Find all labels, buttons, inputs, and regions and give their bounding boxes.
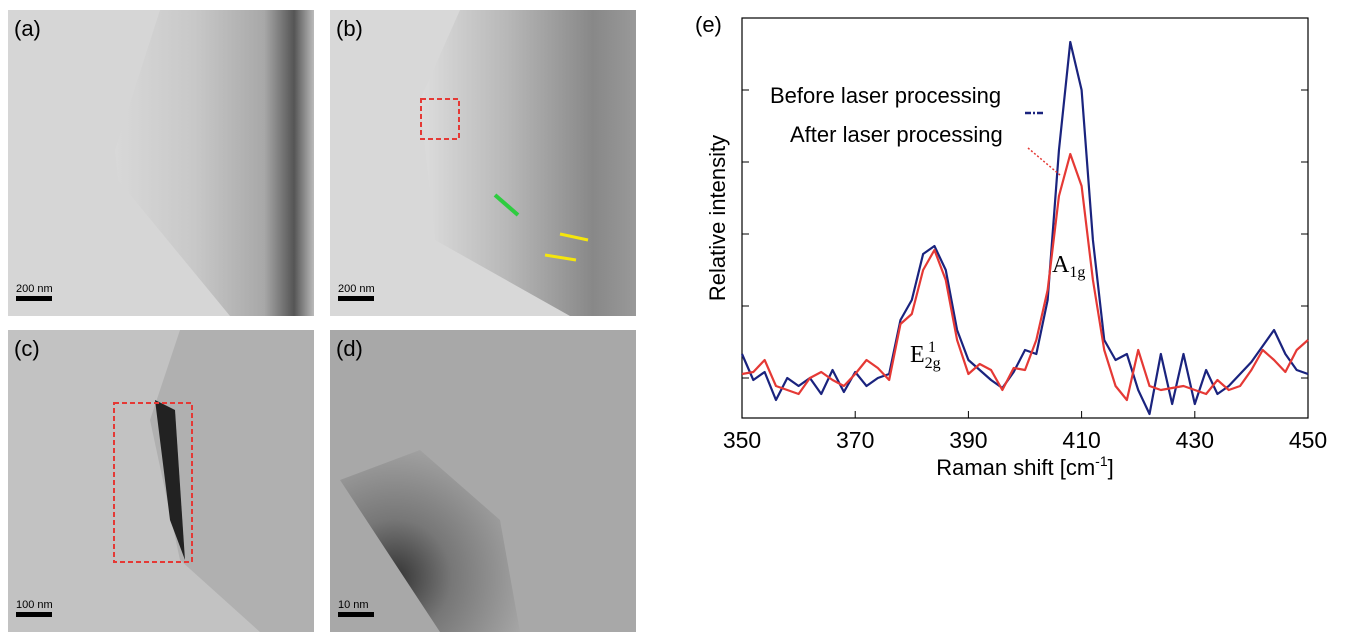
x-tick-label: 430 <box>1176 427 1214 453</box>
panel-label: (b) <box>336 16 363 41</box>
figure: (a) 200 nm (b) 200 nm (c) 100 nm (d) 10 nm (e) 3… <box>0 0 1349 632</box>
x-axis-label-end: ] <box>1108 455 1114 480</box>
annotation-base: E <box>910 342 925 368</box>
peak-annotation: A1g <box>1052 252 1085 281</box>
scale-bar <box>338 612 374 617</box>
x-tick-label: 410 <box>1062 427 1100 453</box>
scale-bar <box>338 296 374 301</box>
x-tick-label: 450 <box>1289 427 1327 453</box>
annotation-sup: 1 <box>928 339 936 356</box>
scale-bar <box>16 296 52 301</box>
annotation-sub: 2g <box>925 355 941 372</box>
legend-key <box>1028 148 1060 175</box>
panel-label: (e) <box>695 12 722 37</box>
scale-bar-label: 200 nm <box>16 283 53 295</box>
x-tick-label: 390 <box>949 427 987 453</box>
scale-bar <box>16 612 52 617</box>
annotation-sub: 1g <box>1069 264 1085 281</box>
panel-label: (d) <box>336 336 363 361</box>
scale-bar-label: 200 nm <box>338 283 375 295</box>
x-axis-label-text: Raman shift [cm <box>936 455 1095 480</box>
tem-panels <box>8 10 636 632</box>
x-tick-label: 350 <box>723 427 761 453</box>
panel-label: (c) <box>14 336 40 361</box>
scale-bar-label: 10 nm <box>338 599 369 611</box>
peak-annotation: E2g <box>910 342 941 372</box>
scale-bar-label: 100 nm <box>16 599 53 611</box>
panel-label: (a) <box>14 16 41 41</box>
legend-label: After laser processing <box>790 122 1003 147</box>
series-line <box>742 154 1308 400</box>
x-axis-label-sup: -1 <box>1095 453 1108 469</box>
x-tick-label: 370 <box>836 427 874 453</box>
x-axis-label: Raman shift [cm-1] <box>936 453 1114 480</box>
y-axis-label: Relative intensity <box>705 135 730 301</box>
legend-label: Before laser processing <box>770 83 1001 108</box>
annotation-base: A <box>1052 252 1070 278</box>
plot-frame <box>742 18 1308 418</box>
